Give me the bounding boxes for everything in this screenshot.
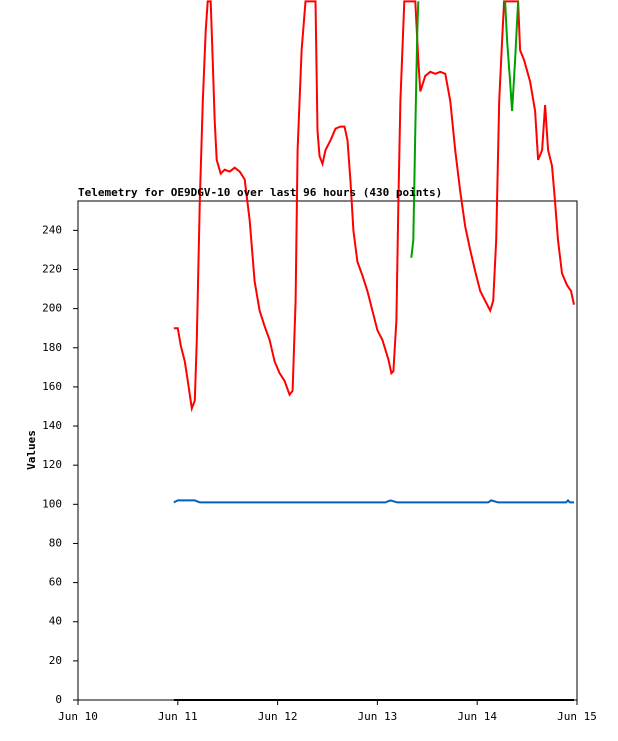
y-tick-label: 20 (49, 654, 62, 667)
y-tick-label: 140 (42, 419, 62, 432)
x-tick-label: Jun 13 (358, 710, 398, 723)
y-axis-label: Values (25, 430, 38, 470)
series-line (173, 498, 574, 504)
y-tick-label: 0 (55, 693, 62, 706)
series-line (410, 1, 520, 258)
y-tick-label: 220 (42, 262, 62, 275)
chart-title: Telemetry for OE9DGV-10 over last 96 hou… (78, 186, 442, 199)
x-tick-label: Jun 11 (158, 710, 198, 723)
y-tick-label: 180 (42, 341, 62, 354)
y-tick-label: 200 (42, 302, 62, 315)
y-tick-label: 100 (42, 497, 62, 510)
series-layer (173, 0, 575, 701)
y-tick-label: 60 (49, 576, 62, 589)
y-tick-label: 80 (49, 536, 62, 549)
x-tick-label: Jun 14 (457, 710, 497, 723)
plot-frame (77, 200, 578, 701)
y-tick-label: 120 (42, 458, 62, 471)
series-line (173, 0, 575, 413)
x-tick-label: Jun 15 (557, 710, 597, 723)
x-tick-label: Jun 10 (58, 710, 98, 723)
x-tick-label: Jun 12 (258, 710, 298, 723)
y-tick-label: 240 (42, 223, 62, 236)
y-tick-label: 40 (49, 615, 62, 628)
y-tick-label: 160 (42, 380, 62, 393)
